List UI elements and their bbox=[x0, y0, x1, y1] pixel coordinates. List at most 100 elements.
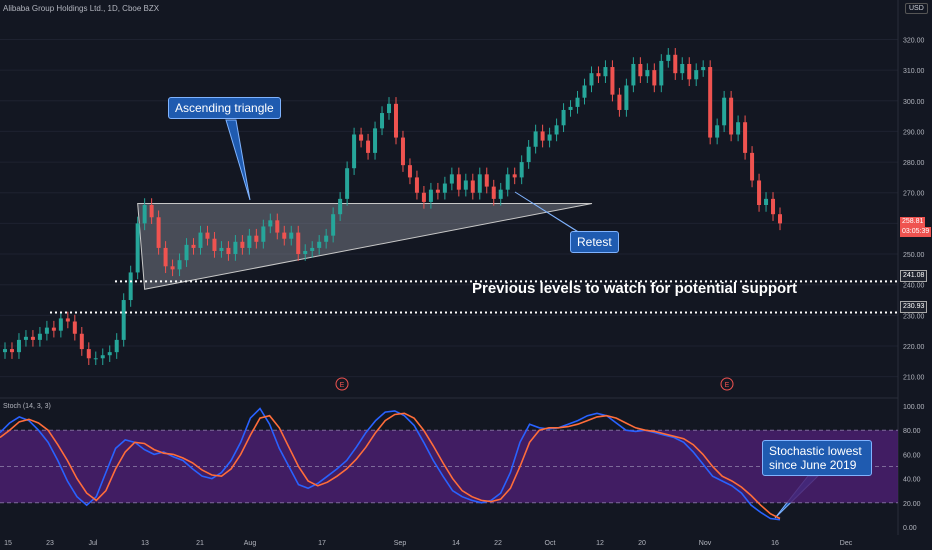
price-tick-label: 230.00 bbox=[903, 313, 925, 320]
level-lower-tag: 230.93 bbox=[900, 301, 928, 313]
candle-body bbox=[498, 189, 503, 199]
candle-body bbox=[750, 152, 755, 181]
candle-body bbox=[603, 67, 608, 77]
candle-body bbox=[442, 183, 447, 193]
time-tick-label: 21 bbox=[196, 540, 204, 547]
candle-body bbox=[177, 260, 182, 270]
candle-body bbox=[743, 122, 748, 153]
stochastic-tick-label: 60.00 bbox=[903, 452, 921, 459]
chart-title: Alibaba Group Holdings Ltd., 1D, Cboe BZ… bbox=[3, 4, 160, 13]
stochastic-tick-label: 20.00 bbox=[903, 501, 921, 508]
candle-body bbox=[163, 247, 168, 267]
candle-body bbox=[9, 349, 14, 353]
candle-body bbox=[729, 97, 734, 135]
candle-body bbox=[638, 63, 643, 77]
price-tick-label: 300.00 bbox=[903, 99, 925, 106]
candle-body bbox=[701, 67, 706, 71]
candle-body bbox=[771, 198, 776, 215]
support-levels-layer bbox=[50, 280, 898, 314]
candle-body bbox=[366, 140, 371, 153]
currency-badge[interactable]: USD bbox=[905, 3, 928, 14]
candle-body bbox=[617, 94, 622, 110]
candle-body bbox=[289, 232, 294, 239]
time-tick-label: Aug bbox=[244, 540, 257, 547]
candle-body bbox=[44, 327, 49, 334]
candle-body bbox=[575, 97, 580, 107]
candle-body bbox=[687, 63, 692, 80]
stochastic-callout-line1: Stochastic lowest bbox=[769, 444, 862, 458]
candle-body bbox=[610, 67, 615, 95]
candle-body bbox=[519, 162, 524, 178]
time-tick-label: 12 bbox=[596, 540, 604, 547]
candle-body bbox=[170, 266, 175, 270]
candle-body bbox=[680, 63, 685, 74]
price-tick-label: 240.00 bbox=[903, 283, 925, 290]
price-tick-label: 270.00 bbox=[903, 191, 925, 198]
time-tick-label: 13 bbox=[141, 540, 149, 547]
candle-body bbox=[198, 232, 203, 248]
candle-body bbox=[149, 205, 154, 218]
candle-body bbox=[373, 128, 378, 153]
candle-body bbox=[296, 232, 301, 255]
price-tick-label: 310.00 bbox=[903, 68, 925, 75]
candle-body bbox=[72, 321, 77, 334]
candle-body bbox=[540, 131, 545, 141]
candle-body bbox=[421, 192, 426, 202]
candle-body bbox=[449, 174, 454, 184]
candle-body bbox=[736, 122, 741, 135]
time-tick-label: Nov bbox=[699, 540, 712, 547]
candle-body bbox=[435, 189, 440, 193]
time-tick-label: 16 bbox=[771, 540, 779, 547]
candle-body bbox=[407, 165, 412, 178]
candle-body bbox=[86, 349, 91, 359]
candle-body bbox=[484, 174, 489, 187]
candle-body bbox=[331, 214, 336, 236]
price-tick-label: 320.00 bbox=[903, 37, 925, 44]
candle-body bbox=[414, 177, 419, 193]
level-upper-tag: 241.08 bbox=[900, 270, 928, 282]
countdown-tag: 03:05:39 bbox=[900, 227, 932, 237]
ascending-triangle-callout: Ascending triangle bbox=[168, 97, 281, 119]
candle-body bbox=[275, 220, 280, 233]
candle-body bbox=[645, 70, 650, 77]
candle-body bbox=[310, 247, 315, 251]
stochastic-tick-label: 0.00 bbox=[903, 525, 917, 532]
time-tick-label: 15 bbox=[4, 540, 12, 547]
candle-body bbox=[666, 54, 671, 61]
candle-body bbox=[338, 198, 343, 215]
last-price-tag: 258.81 bbox=[900, 217, 926, 227]
stochastic-line-d bbox=[0, 412, 781, 520]
candle-body bbox=[526, 146, 531, 163]
candle-body bbox=[324, 235, 329, 242]
retest-callout: Retest bbox=[570, 231, 619, 253]
candle-body bbox=[380, 113, 385, 129]
candle-body bbox=[470, 180, 475, 193]
candle-body bbox=[51, 327, 56, 331]
candle-body bbox=[582, 85, 587, 98]
candle-body bbox=[191, 244, 196, 248]
stochastic-callout-line2: since June 2019 bbox=[769, 458, 857, 472]
candle-body bbox=[205, 232, 210, 239]
stochastic-tick-label: 100.00 bbox=[903, 404, 925, 411]
candle-body bbox=[128, 272, 133, 301]
stochastic-axis: 100.00 80.00 60.00 40.00 20.00 0.00 bbox=[903, 404, 925, 532]
candle-body bbox=[778, 214, 782, 224]
candle-body bbox=[121, 300, 126, 340]
candle-body bbox=[219, 247, 224, 251]
stochastic-label: Stoch (14, 3, 3) bbox=[3, 403, 51, 410]
earnings-marker-icon bbox=[335, 377, 349, 391]
price-tick-label: 280.00 bbox=[903, 160, 925, 167]
candle-body bbox=[100, 355, 105, 359]
stochastic-callout: Stochastic lowest since June 2019 bbox=[762, 440, 872, 476]
candle-body bbox=[16, 339, 21, 353]
candle-body bbox=[261, 226, 266, 242]
candle-body bbox=[303, 250, 308, 255]
candle-body bbox=[79, 333, 84, 350]
candle-body bbox=[317, 241, 322, 248]
candle-body bbox=[142, 205, 147, 224]
candle-body bbox=[387, 103, 392, 114]
candle-body bbox=[393, 103, 398, 138]
candle-body bbox=[428, 189, 433, 202]
